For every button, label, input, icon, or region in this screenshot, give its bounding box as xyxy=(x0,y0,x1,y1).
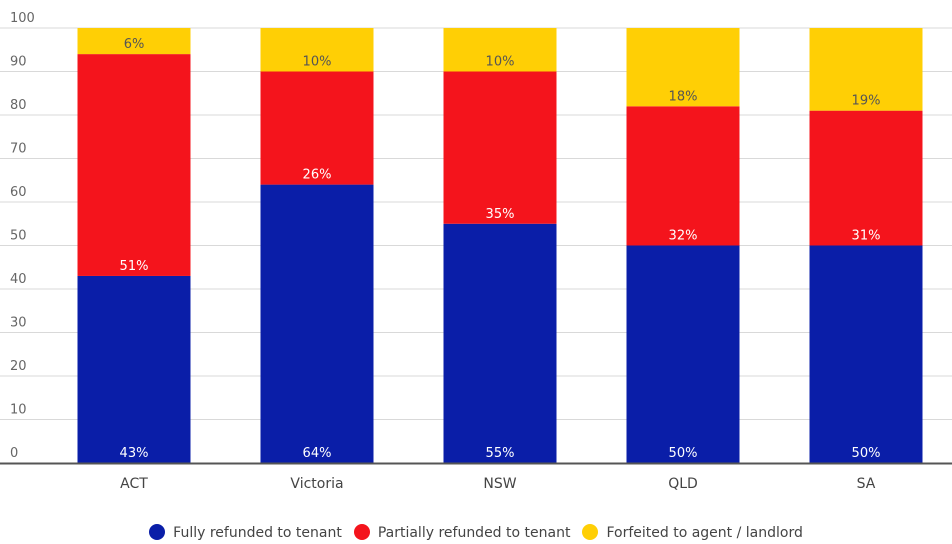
y-tick-label: 50 xyxy=(10,229,27,244)
legend-item: Fully refunded to tenant xyxy=(149,524,342,541)
data-label: 43% xyxy=(120,446,149,461)
legend-label: Forfeited to agent / landlord xyxy=(606,525,803,541)
data-label: 6% xyxy=(124,37,145,52)
bar-segment xyxy=(260,28,374,72)
bar-segment xyxy=(77,28,191,55)
y-tick-label: 90 xyxy=(10,55,27,70)
data-label: 10% xyxy=(486,55,515,70)
x-category-label: SA xyxy=(857,476,876,492)
bar-segment xyxy=(260,71,374,185)
bar-segment xyxy=(77,54,191,276)
y-tick-label: 60 xyxy=(10,185,27,200)
legend-item: Forfeited to agent / landlord xyxy=(582,524,803,541)
legend-label: Partially refunded to tenant xyxy=(377,525,571,541)
bar-segment xyxy=(443,71,557,224)
x-category-label: Victoria xyxy=(290,476,343,492)
legend-swatch-icon xyxy=(149,524,166,540)
data-label: 50% xyxy=(852,446,881,461)
x-category-label: QLD xyxy=(668,476,698,492)
y-tick-label: 10 xyxy=(10,403,27,418)
y-tick-label: 20 xyxy=(10,359,27,374)
y-tick-label: 80 xyxy=(10,98,27,113)
bar-segment xyxy=(443,28,557,72)
legend-label: Fully refunded to tenant xyxy=(173,525,342,541)
data-label: 55% xyxy=(486,446,515,461)
data-label: 26% xyxy=(303,168,332,183)
bar-segment xyxy=(809,110,923,246)
bar-segment xyxy=(626,106,740,246)
bar-segment xyxy=(626,245,740,463)
chart-legend: Fully refunded to tenant Partially refund… xyxy=(0,524,952,541)
data-label: 32% xyxy=(669,229,698,244)
legend-swatch-icon xyxy=(353,524,370,540)
data-label: 50% xyxy=(669,446,698,461)
bar-segment xyxy=(626,28,740,107)
chart-plot: 0 10 20 30 40 50 60 70 80 90 100 43% 51% 6% 64% 26% 10% 5… xyxy=(0,11,952,492)
data-label: 19% xyxy=(852,94,881,109)
bar-segment xyxy=(809,28,923,111)
y-tick-label: 70 xyxy=(10,142,27,157)
data-label: 35% xyxy=(486,207,515,222)
y-tick-label: 30 xyxy=(10,316,27,331)
y-tick-label: 100 xyxy=(10,11,35,26)
x-category-label: ACT xyxy=(120,476,148,492)
bar-segment xyxy=(809,245,923,463)
bar-segment xyxy=(260,184,374,463)
legend-swatch-icon xyxy=(582,524,599,540)
data-label: 10% xyxy=(303,55,332,70)
x-category-label: NSW xyxy=(483,476,516,492)
bar-segment xyxy=(77,275,191,463)
data-label: 64% xyxy=(303,446,332,461)
data-label: 51% xyxy=(120,259,149,274)
bar-segment xyxy=(443,223,557,463)
data-label: 18% xyxy=(669,89,698,104)
y-tick-label: 0 xyxy=(10,446,18,461)
data-label: 31% xyxy=(852,229,881,244)
legend-item: Partially refunded to tenant xyxy=(353,524,571,541)
y-tick-label: 40 xyxy=(10,272,27,287)
